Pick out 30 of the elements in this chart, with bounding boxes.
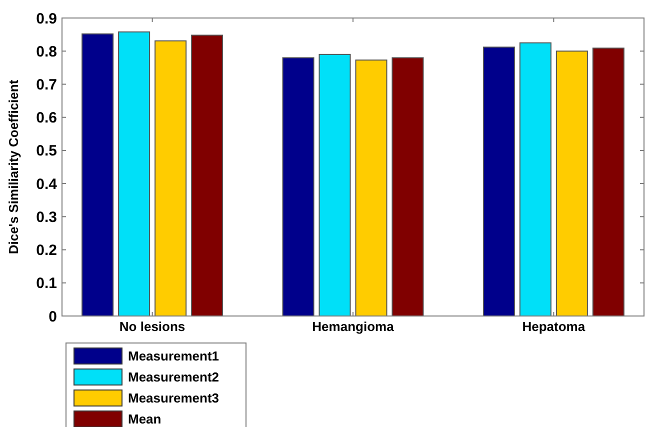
bar (118, 31, 150, 316)
legend-label: Mean (128, 412, 162, 427)
y-tick-label: 0.4 (36, 176, 58, 193)
y-tick-label: 0.5 (36, 142, 57, 160)
x-tick-label: No lesions (119, 319, 186, 334)
legend-label: Measurement2 (128, 370, 220, 385)
y-tick-label: 0.2 (36, 242, 57, 260)
y-tick-label: 0.9 (36, 10, 57, 28)
x-tick-label: Hemangioma (312, 319, 395, 334)
y-axis-title: Dice's Similiarity Coefficient (6, 79, 21, 254)
bar (355, 60, 388, 316)
y-tick-label: 0 (48, 308, 57, 326)
legend-label: Measurement3 (128, 390, 220, 406)
bar (392, 57, 424, 316)
y-tick-label: 0.7 (36, 76, 57, 94)
bar (592, 48, 624, 316)
bar (282, 57, 314, 316)
y-tick-label: 0.3 (36, 208, 57, 226)
bar (318, 54, 351, 316)
bar (154, 40, 187, 316)
y-tick-label: 0.1 (36, 275, 57, 292)
y-tick-label: 0.6 (36, 110, 57, 127)
bar (191, 34, 224, 316)
y-tick-label: 0.8 (36, 43, 57, 60)
legend-label: Measurement1 (128, 348, 220, 364)
bar (482, 46, 515, 316)
x-tick-label: Hepatoma (522, 319, 586, 334)
bar (82, 33, 114, 316)
bar (556, 50, 588, 316)
bar (519, 42, 552, 316)
